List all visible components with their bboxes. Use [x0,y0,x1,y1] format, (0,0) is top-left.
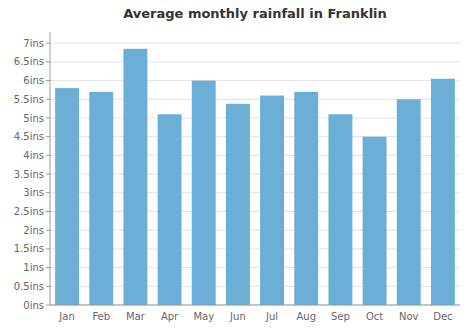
x-tick-label: Jul [265,311,278,322]
y-tick [46,192,50,193]
x-tick-label: Mar [126,311,146,322]
y-tick [46,248,50,249]
y-tick [46,155,50,156]
y-tick-label: 4.5ins [14,131,44,142]
y-tick-label: 2ins [23,225,44,236]
y-tick [46,286,50,287]
y-tick [46,211,50,212]
y-tick-label: 0ins [23,300,44,311]
y-tick [46,174,50,175]
y-tick [46,136,50,137]
y-tick-label: 1ins [23,262,44,273]
x-tick-label: Jan [58,311,74,322]
chart-container: Average monthly rainfall in Franklin 0ins… [0,0,474,331]
bar [89,92,113,305]
y-tick-label: 5.5ins [14,94,44,105]
bar [123,49,147,305]
y-tick [46,99,50,100]
bar [158,114,182,305]
bars [55,49,455,305]
y-tick-label: 4ins [23,150,44,161]
grid-line [50,80,460,81]
y-tick-label: 5ins [23,113,44,124]
y-tick [46,80,50,81]
y-tick-label: 3.5ins [14,169,44,180]
y-tick-label: 3ins [23,187,44,198]
bar [226,104,250,305]
x-tick-label: May [193,311,214,322]
y-tick-label: 6.5ins [14,56,44,67]
x-tick-label: Nov [399,311,419,322]
grid-line [50,43,460,44]
y-tick [46,230,50,231]
bar [363,137,387,305]
bar [397,99,421,305]
y-tick-label: 2.5ins [14,206,44,217]
bar [294,92,318,305]
y-axis: 0ins 0.5ins 1ins 1.5ins 2ins 2.5ins 3ins 3.5ins… [14,38,50,311]
bar [328,114,352,305]
y-tick [46,267,50,268]
bar [260,96,284,305]
x-tick-label: Sep [331,311,350,322]
y-tick-label: 6ins [23,75,44,86]
y-tick [46,118,50,119]
y-axis-line [50,32,51,305]
x-tick-label: Jun [229,311,246,322]
y-tick-label: 7ins [23,38,44,49]
bar [55,88,79,305]
bar [431,79,455,305]
chart-title: Average monthly rainfall in Franklin [123,6,387,21]
y-tick-label: 1.5ins [14,243,44,254]
x-tick-label: Apr [161,311,179,322]
y-tick [46,305,50,306]
x-tick-label: Feb [92,311,110,322]
y-grid [50,43,460,305]
x-tick-label: Aug [296,311,316,322]
grid-line [50,305,460,306]
bar [192,81,216,305]
x-tick-label: Oct [366,311,383,322]
y-tick-label: 0.5ins [14,281,44,292]
y-tick [46,61,50,62]
x-tick-label: Dec [433,311,452,322]
x-axis-line [50,305,460,306]
grid-line [50,61,460,62]
y-tick [46,43,50,44]
x-axis: Jan Feb Mar Apr May Jun Jul Aug Sep Oct Nov Dec [58,311,452,322]
chart-svg: Average monthly rainfall in Franklin 0ins… [0,0,474,331]
